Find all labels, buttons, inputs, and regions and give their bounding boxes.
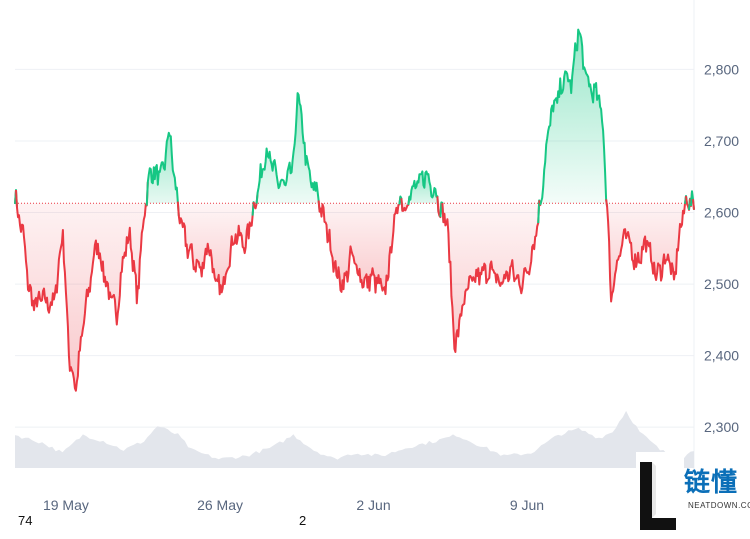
watermark-logo: 链懂 NEATDOWN.COM xyxy=(636,452,750,534)
up-fill-7 xyxy=(256,93,320,212)
footer-mid-number: 2 xyxy=(299,513,307,528)
y-tick-label-5: 2,800 xyxy=(704,61,739,77)
up-line-17 xyxy=(539,28,609,207)
price-fills xyxy=(15,29,694,391)
up-line-3 xyxy=(145,131,180,216)
down-line-2 xyxy=(15,182,149,392)
price-lines xyxy=(14,28,695,392)
down-line-14 xyxy=(441,200,541,353)
y-tick-label-2: 2,500 xyxy=(704,276,739,292)
down-fill-14 xyxy=(442,200,540,352)
x-tick-label-1: 26 May xyxy=(197,497,243,513)
volume-area-shape xyxy=(15,410,694,468)
down-line-4 xyxy=(176,201,255,296)
x-tick-label-3: 9 Jun xyxy=(510,497,544,513)
up-line-7 xyxy=(255,92,321,212)
up-fill-11 xyxy=(408,171,439,212)
x-axis-ticks: 19 May 26 May 2 Jun 9 Jun xyxy=(43,497,544,513)
watermark-wordmark: 链懂 xyxy=(684,468,739,498)
watermark-subtext: NEATDOWN.COM xyxy=(688,501,750,510)
down-line-10 xyxy=(400,196,411,212)
down-line-18 xyxy=(605,195,687,303)
l-logo-icon xyxy=(636,452,684,534)
y-tick-label-0: 2,300 xyxy=(704,419,739,435)
up-fill-17 xyxy=(540,29,608,207)
y-axis-ticks: 2,300 2,400 2,500 2,600 2,700 2,800 xyxy=(704,61,739,435)
down-line-24 xyxy=(692,199,695,210)
y-tick-label-3: 2,600 xyxy=(704,205,739,221)
down-fill-10 xyxy=(401,196,410,211)
down-fill-2 xyxy=(16,182,148,391)
up-line-11 xyxy=(407,170,440,212)
x-tick-label-0: 19 May xyxy=(43,497,89,513)
y-tick-label-4: 2,700 xyxy=(704,133,739,149)
x-tick-label-2: 2 Jun xyxy=(356,497,390,513)
down-line-8 xyxy=(317,196,402,296)
footer-left-number: 74 xyxy=(18,513,33,528)
volume-area xyxy=(15,410,694,468)
down-fill-4 xyxy=(177,201,254,295)
y-tick-label-1: 2,400 xyxy=(704,348,739,364)
